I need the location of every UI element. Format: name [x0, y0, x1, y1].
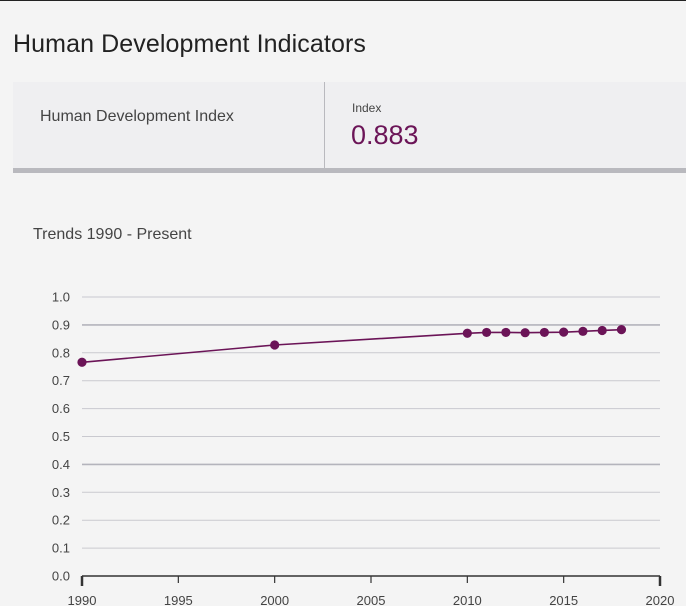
data-point	[539, 327, 550, 338]
y-tick-label: 0.8	[52, 345, 70, 360]
data-point	[597, 325, 607, 336]
data-point	[501, 327, 511, 338]
indicator-value: 0.883	[351, 120, 419, 150]
data-point	[462, 328, 472, 338]
x-axis: 1990 1995 2000 2005 2010 2015 2020	[68, 575, 675, 606]
y-tick-label: 0.6	[52, 401, 70, 416]
data-point	[578, 326, 588, 336]
y-tick-label: 0.3	[52, 485, 70, 500]
y-tick-label: 0.7	[52, 373, 70, 388]
data-point	[520, 328, 530, 338]
page-title: Human Development Indicators	[13, 30, 366, 58]
chart-title: Trends 1990 - Present	[33, 226, 192, 243]
y-axis-ticks: 0.0 0.1 0.2 0.3 0.4 0.5 0.6 0.7 0.8 0.9 1.0	[52, 290, 70, 584]
indicator-value-label: Index	[352, 101, 382, 115]
x-tick-label: 2005	[357, 593, 386, 606]
x-tick-label: 2010	[453, 593, 482, 606]
y-tick-label: 0.5	[52, 429, 70, 444]
data-point	[559, 327, 569, 337]
y-tick-label: 0.2	[52, 513, 70, 528]
x-tick-label: 2000	[260, 593, 289, 606]
card-divider	[324, 82, 325, 168]
indicator-name: Human Development Index	[40, 108, 234, 125]
y-tick-label: 1.0	[52, 290, 70, 305]
data-point	[482, 327, 492, 338]
x-tick-label: 2020	[646, 593, 675, 606]
top-border	[0, 0, 686, 1]
y-tick-label: 0.9	[52, 317, 70, 332]
data-point	[270, 340, 280, 350]
x-tick-label: 1995	[164, 593, 193, 606]
data-point	[616, 325, 627, 335]
indicator-card: Human Development Index Index 0.883	[13, 82, 686, 173]
grid-lines	[82, 296, 660, 549]
data-points	[77, 325, 627, 367]
y-tick-label: 0.4	[52, 457, 70, 472]
x-tick-label: 1990	[68, 593, 97, 606]
y-tick-label: 0.0	[52, 569, 70, 584]
data-point	[77, 357, 87, 367]
x-tick-label: 2015	[549, 593, 578, 606]
y-tick-label: 0.1	[52, 541, 70, 556]
